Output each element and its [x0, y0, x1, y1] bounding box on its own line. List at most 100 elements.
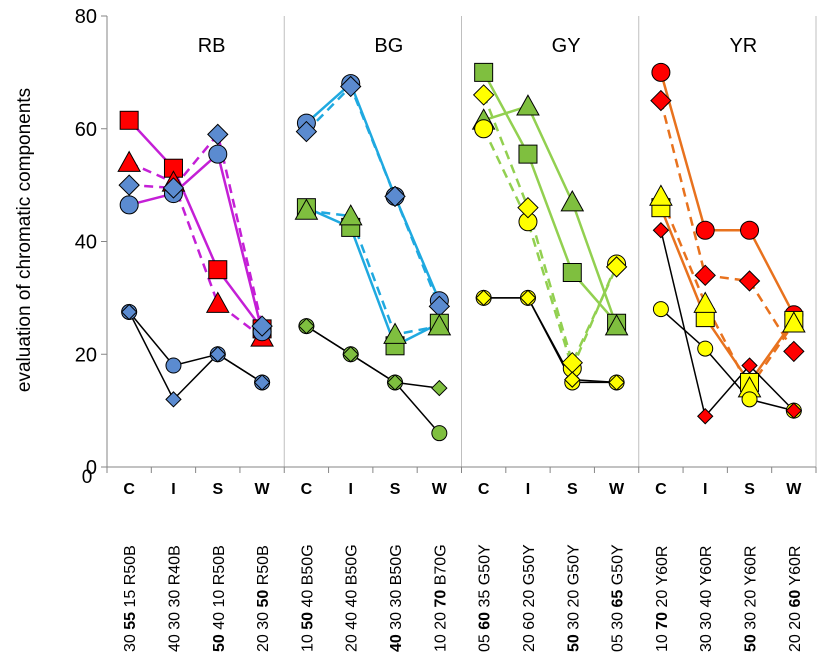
category-label-part: 40 B50G: [299, 544, 316, 612]
series-line: [305, 325, 440, 389]
data-point-diamond: [519, 289, 537, 307]
category-label-part: 30 30 B50G: [388, 544, 405, 634]
category-label-part: 15 R50B: [122, 545, 139, 612]
category-label-bold: 50: [565, 634, 582, 652]
group-label: RB: [198, 35, 226, 57]
category-letter: C: [655, 481, 667, 498]
data-point-diamond: [517, 196, 539, 219]
data-point-triangle: [649, 184, 673, 206]
data-point-diamond: [608, 374, 625, 391]
category-label-part: 10: [299, 630, 316, 652]
category-label-bold: 60: [477, 612, 494, 630]
data-point-square: [562, 263, 582, 283]
data-point-triangle: [117, 150, 142, 172]
category-label-bold: 55: [122, 612, 139, 630]
data-point-diamond: [785, 402, 803, 419]
category-label-bold: 50: [211, 634, 228, 652]
category-label-bold: 65: [610, 590, 627, 608]
category-label: 20 20 60 Y60R: [787, 546, 804, 652]
category-label-part: 05: [477, 630, 494, 652]
category-label-part: 30 20 Y60R: [743, 546, 760, 635]
data-point-diamond: [652, 222, 670, 239]
category-label: 40 30 30 B50G: [388, 544, 405, 652]
data-point-diamond: [342, 346, 359, 363]
data-point-diamond: [741, 357, 758, 374]
category-letter: S: [744, 481, 755, 498]
series-line: [128, 311, 263, 384]
category-label-part: R50B: [255, 545, 272, 589]
category-label: 50 30 20 G50Y: [565, 544, 582, 652]
data-point-circle: [695, 220, 715, 240]
data-point-triangle: [516, 94, 540, 116]
category-label-part: Y60R: [787, 546, 804, 590]
data-point-circle: [652, 301, 669, 318]
data-point-triangle: [427, 314, 452, 336]
series-line: [482, 94, 618, 364]
data-point-circle: [651, 62, 671, 82]
category-letter: I: [171, 481, 175, 498]
category-letter: S: [567, 481, 578, 498]
category-label-bold: 50: [743, 634, 760, 652]
data-point-diamond: [253, 374, 271, 391]
data-point-circle: [741, 391, 758, 408]
category-label: 10 70 20 Y60R: [654, 546, 671, 652]
series-line: [305, 82, 441, 302]
category-label: 30 55 15 R50B: [122, 545, 139, 652]
data-point-circle: [119, 195, 139, 215]
data-point-triangle: [781, 311, 806, 333]
category-label-part: G50Y: [610, 544, 627, 590]
label-layer: RB BG GY YR C I S W C I S W C I S W C I S W 30 55 15 R50B 40 …: [122, 35, 804, 652]
category-label-part: 35 G50Y: [477, 544, 494, 612]
series-line: [305, 325, 440, 434]
data-point-triangle: [560, 190, 585, 212]
series-line: [659, 72, 795, 316]
data-point-diamond: [697, 408, 714, 425]
category-letter: I: [703, 481, 707, 498]
group-label: GY: [552, 35, 581, 57]
category-label-bold: 50: [255, 590, 272, 608]
data-point-triangle: [693, 291, 718, 313]
category-label-bold: 70: [654, 612, 671, 630]
data-point-diamond: [120, 303, 138, 321]
category-label-bold: 40: [388, 634, 405, 652]
category-letter: C: [123, 481, 135, 498]
data-point-diamond: [475, 289, 492, 307]
category-letter: W: [786, 481, 802, 498]
data-point-square: [474, 62, 494, 82]
category-label: 05 60 35 G50Y: [477, 544, 494, 652]
x-origin-label: 0: [82, 467, 93, 488]
category-label-part: 30: [122, 630, 139, 652]
data-point-diamond: [340, 75, 362, 98]
y-tick-label: 20: [75, 344, 97, 366]
category-label: 20 30 50 R50B: [255, 545, 272, 652]
category-label-part: 20 60 20 G50Y: [521, 544, 538, 652]
category-label-part: 10: [654, 630, 671, 652]
y-tick-label: 60: [75, 119, 97, 141]
category-label: 30 30 40 Y60R: [698, 546, 715, 652]
data-point-diamond: [251, 315, 273, 337]
y-axis-title: evaluation of chromatic components: [14, 88, 35, 392]
category-label-part: 20 Y60R: [654, 546, 671, 612]
data-point-diamond: [738, 270, 761, 292]
data-point-diamond: [162, 177, 185, 199]
group-label: BG: [374, 35, 403, 57]
data-point-diamond: [295, 120, 318, 143]
data-point-diamond: [694, 264, 716, 287]
data-point-diamond: [165, 391, 182, 408]
series-line: [659, 195, 795, 390]
category-label-bold: 70: [432, 590, 449, 608]
series-line: [128, 311, 263, 401]
series-line: [129, 133, 264, 327]
series-line: [128, 119, 264, 330]
data-point-diamond: [564, 371, 581, 388]
series-line: [483, 297, 617, 384]
data-point-diamond: [207, 123, 229, 146]
data-point-square: [208, 260, 228, 280]
data-point-diamond: [431, 379, 448, 397]
series-line: [659, 100, 795, 353]
data-point-triangle: [338, 204, 363, 226]
data-point-triangle: [383, 322, 407, 344]
series-line: [128, 161, 263, 339]
category-label-part: 20 40 40 B50G: [344, 544, 361, 652]
